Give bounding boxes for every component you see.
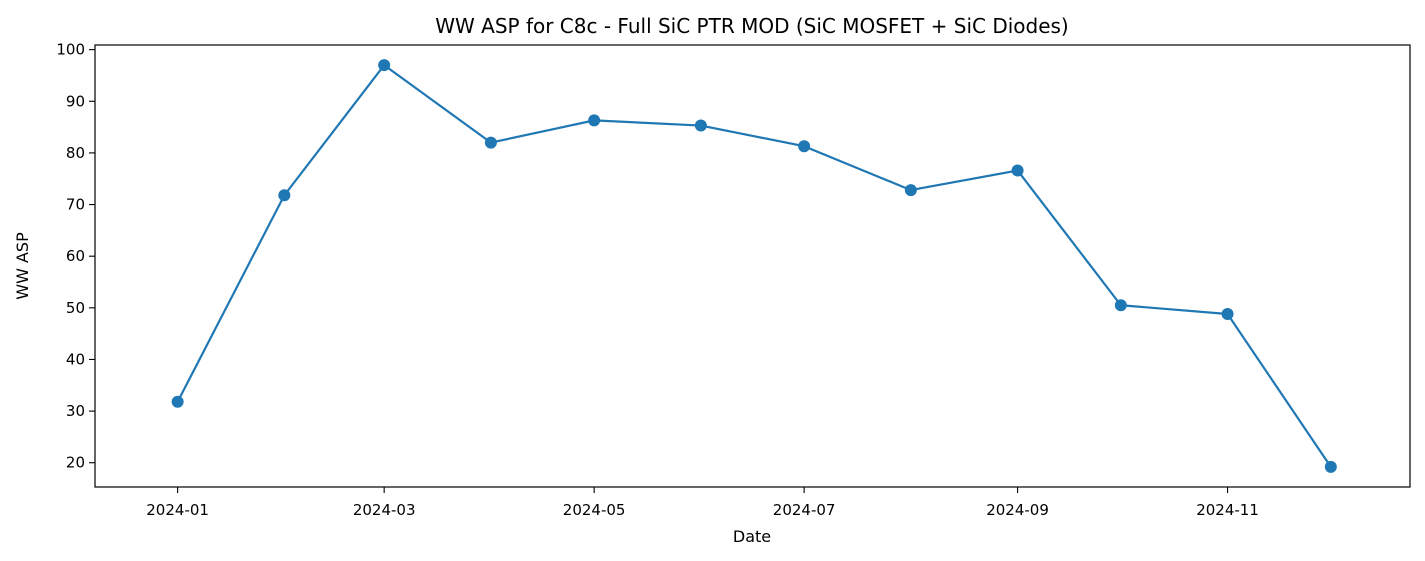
y-tick-label: 70 bbox=[66, 196, 85, 214]
x-tick-label: 2024-01 bbox=[146, 501, 209, 519]
data-point bbox=[1114, 299, 1127, 312]
y-tick-label: 100 bbox=[56, 41, 85, 59]
data-point bbox=[694, 119, 707, 132]
data-point bbox=[484, 136, 497, 149]
y-tick-label: 80 bbox=[66, 144, 85, 162]
y-tick-label: 50 bbox=[66, 299, 85, 317]
data-point bbox=[904, 184, 917, 197]
data-point bbox=[588, 114, 601, 127]
series-layer bbox=[171, 59, 1337, 473]
x-tick-label: 2024-07 bbox=[773, 501, 836, 519]
x-tick-label: 2024-09 bbox=[986, 501, 1049, 519]
y-axis-label: WW ASP bbox=[13, 232, 32, 300]
x-tick-label: 2024-03 bbox=[353, 501, 416, 519]
series-line bbox=[176, 64, 1332, 468]
chart-title: WW ASP for C8c - Full SiC PTR MOD (SiC M… bbox=[435, 14, 1069, 38]
y-axis: 20 30 40 50 60 70 80 90 100 bbox=[56, 41, 95, 472]
x-tick-label: 2024-05 bbox=[563, 501, 626, 519]
x-axis: 2024-01 2024-03 2024-05 2024-07 2024-09 2024-… bbox=[146, 487, 1259, 519]
y-tick-label: 20 bbox=[66, 454, 85, 472]
x-tick-label: 2024-11 bbox=[1196, 501, 1259, 519]
y-tick-label: 90 bbox=[66, 92, 85, 110]
data-point bbox=[1221, 308, 1234, 321]
data-point bbox=[1324, 460, 1337, 473]
plot-area bbox=[94, 44, 1411, 488]
data-point bbox=[798, 140, 811, 153]
y-tick-label: 40 bbox=[66, 350, 85, 368]
y-tick-label: 60 bbox=[66, 247, 85, 265]
data-point bbox=[378, 59, 391, 72]
y-tick-label: 30 bbox=[66, 402, 85, 420]
data-point bbox=[278, 189, 291, 202]
x-axis-label: Date bbox=[733, 527, 771, 546]
data-point bbox=[1011, 164, 1024, 177]
data-point bbox=[171, 395, 184, 408]
